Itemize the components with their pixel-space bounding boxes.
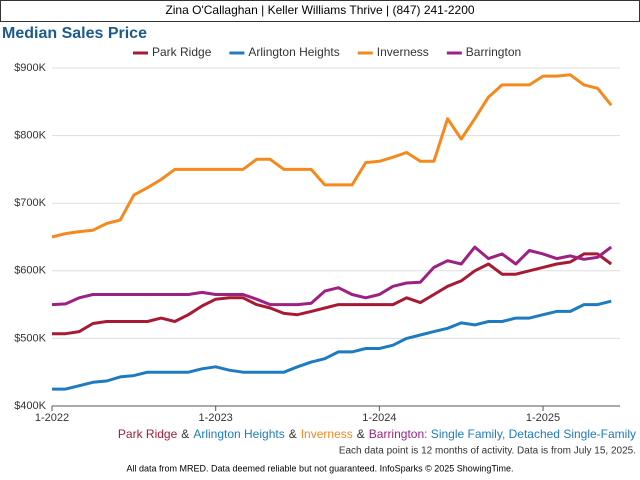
subtitle: Park Ridge & Arlington Heights & Inverness & B…	[118, 427, 636, 441]
series-line	[51, 245, 613, 307]
y-tick-label: $500K	[14, 332, 46, 344]
series-line	[52, 252, 613, 336]
x-tick-label: 1-2024	[362, 412, 396, 424]
subtitle-series: Inverness	[301, 427, 353, 441]
x-tick-label: 1-2022	[35, 412, 69, 424]
subtitle-series: Park Ridge	[118, 427, 178, 441]
legend-label: Barrington	[466, 45, 521, 59]
footer: All data from MRED. Data deemed reliable…	[126, 463, 513, 473]
legend-label: Park Ridge	[152, 45, 212, 59]
subtitle-suffix: : Single Family, Detached Single-Family	[424, 427, 636, 441]
subtitle-separator: &	[357, 427, 365, 441]
subtitle-series: Arlington Heights	[193, 427, 284, 441]
y-tick-label: $800K	[14, 130, 46, 142]
subtitle-separator: &	[181, 427, 189, 441]
legend-label: Arlington Heights	[248, 45, 339, 59]
note: Each data point is 12 months of activity…	[339, 446, 636, 457]
y-tick-label: $600K	[14, 265, 46, 277]
legend-label: Inverness	[377, 45, 429, 59]
y-tick-label: $400K	[14, 400, 46, 412]
series-line	[51, 73, 613, 239]
y-tick-label: $700K	[14, 197, 46, 209]
header: Zina O'Callaghan | Keller Williams Thriv…	[165, 3, 474, 17]
x-tick-label: 1-2025	[526, 412, 560, 424]
series-line	[52, 299, 612, 391]
x-tick-label: 1-2023	[199, 412, 233, 424]
legend: Park Ridge Arlington Heights Inverness Barr…	[133, 45, 521, 59]
subtitle-separator: &	[289, 427, 297, 441]
chart-title: Median Sales Price	[2, 25, 147, 42]
subtitle-series: Barrington	[369, 427, 424, 441]
y-tick-label: $900K	[14, 62, 46, 74]
